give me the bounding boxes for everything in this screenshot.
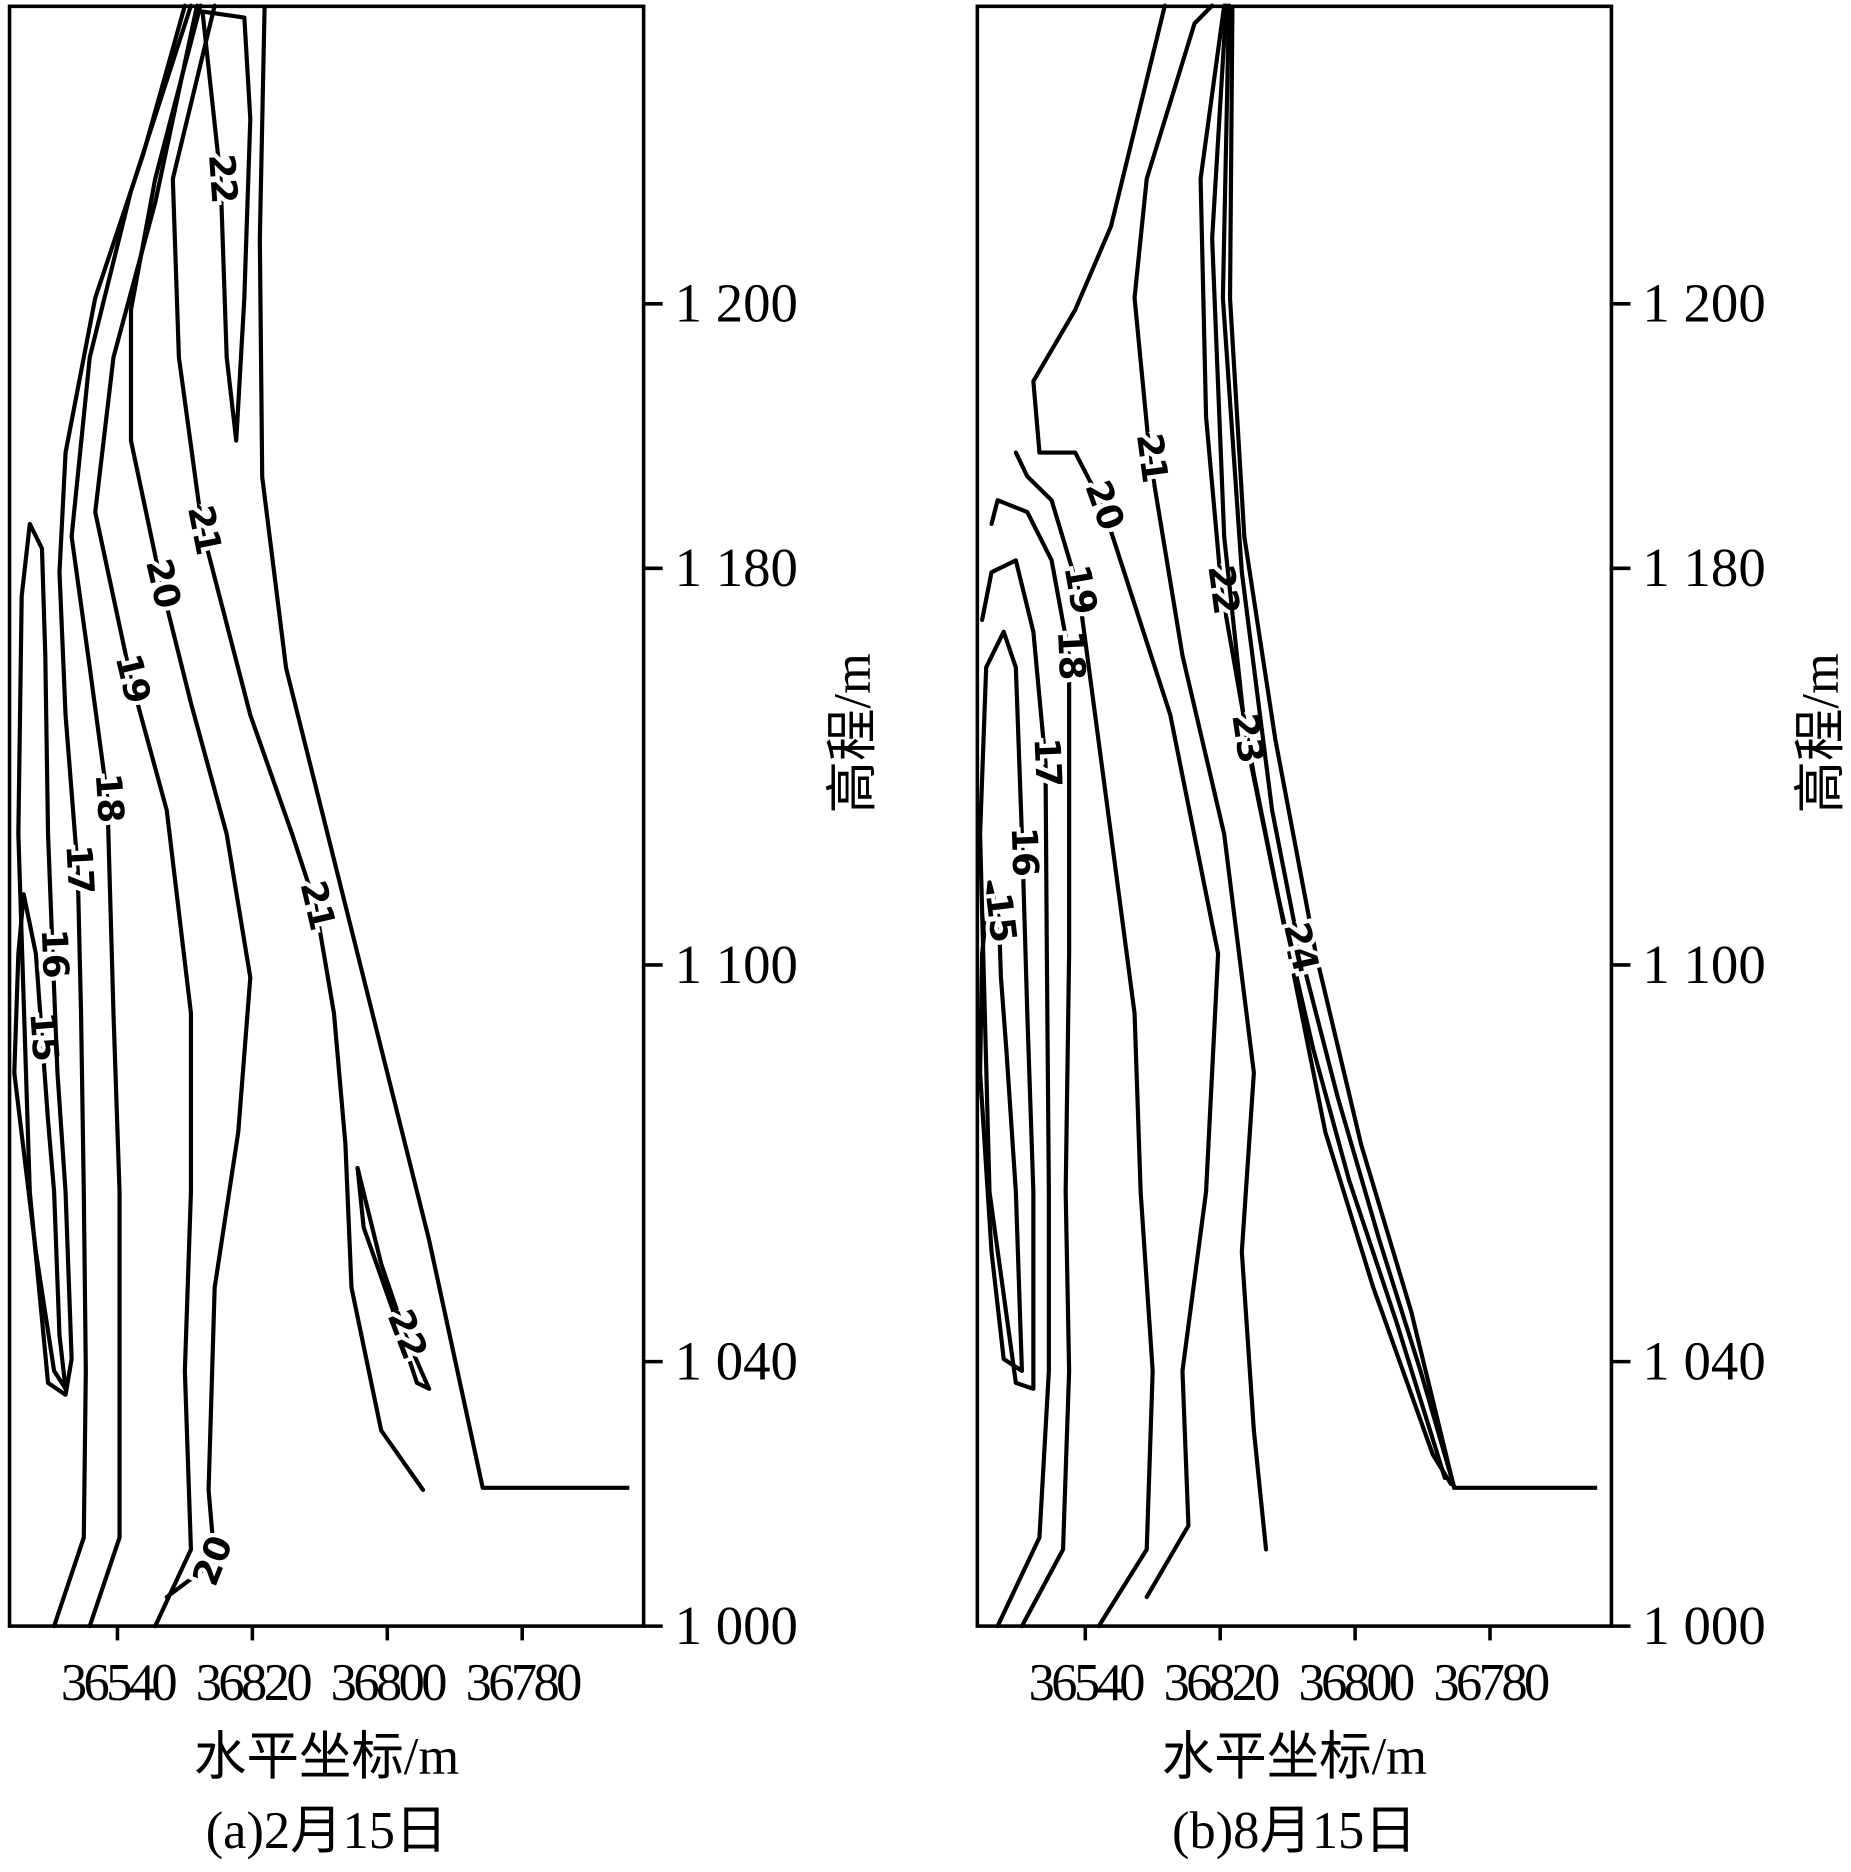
contour-line (1220, 3, 1457, 1490)
contour-line (980, 558, 1051, 1629)
y-tick-label: 1 000 (675, 1595, 798, 1656)
y-tick-label: 1 180 (675, 537, 798, 598)
panel-caption: (a)2月15日 (206, 1802, 448, 1860)
y-axis-title: 高程/m (1792, 653, 1850, 813)
contour-line (69, 3, 194, 1629)
contour-label: 19 (1055, 562, 1104, 618)
contour-label: 22 (200, 153, 244, 205)
contour-label: 24 (1275, 919, 1326, 977)
contour-label: 17 (1026, 737, 1069, 788)
y-tick-label: 1 200 (1642, 273, 1765, 334)
contour-line (128, 3, 253, 1600)
x-tick-label: 36540 (61, 1654, 177, 1712)
contour-line (170, 3, 426, 1492)
contour-label: 16 (33, 928, 76, 979)
dam-boundary (1227, 6, 1598, 1490)
contour-line (1132, 3, 1269, 1552)
x-tick-label: 36820 (1164, 1654, 1280, 1712)
contour-label: 22 (379, 1304, 435, 1365)
contour-line (12, 892, 68, 1391)
contour-line (93, 3, 200, 1629)
x-tick-label: 36780 (466, 1654, 582, 1712)
contour-label: 20 (137, 555, 188, 613)
y-tick-label: 1 200 (675, 273, 798, 334)
y-tick-label: 1 040 (675, 1331, 798, 1392)
x-tick-label: 36800 (331, 1654, 447, 1712)
contour-line (200, 9, 432, 1391)
contour-label: 21 (179, 502, 229, 559)
contour-line (16, 521, 74, 1397)
contour-line (52, 3, 187, 1629)
y-tick-label: 1 180 (1642, 537, 1765, 598)
y-tick-label: 1 000 (1642, 1595, 1765, 1656)
contour-label: 19 (107, 650, 158, 708)
x-axis-title: 水平坐标/m (1162, 1728, 1427, 1786)
contour-label: 22 (1199, 563, 1246, 618)
contour-line (1031, 3, 1221, 1600)
y-tick-label: 1 040 (1642, 1331, 1765, 1392)
plot-frame (975, 4, 1614, 1628)
x-tick-label: 36540 (1029, 1654, 1145, 1712)
contour-line (978, 880, 1025, 1374)
contour-label: 21 (292, 877, 343, 935)
y-axis-title: 高程/m (824, 653, 882, 813)
contour-label: 16 (1003, 826, 1046, 877)
x-axis-title: 水平坐标/m (194, 1728, 459, 1786)
contour-label: 20 (185, 1530, 241, 1591)
contour-label: 21 (1128, 431, 1175, 486)
contour-line (1013, 450, 1155, 1629)
contour-label: 20 (1076, 475, 1131, 536)
plot-frame (7, 4, 646, 1628)
contour-line (989, 498, 1072, 1629)
x-tick-label: 36800 (1298, 1654, 1414, 1712)
y-tick-label: 1 100 (1642, 934, 1765, 995)
y-tick-label: 1 100 (675, 934, 798, 995)
panel-caption: (b)8月15日 (1172, 1802, 1417, 1860)
x-tick-label: 36820 (196, 1654, 312, 1712)
x-tick-label: 36780 (1433, 1654, 1549, 1712)
contour-label: 17 (57, 844, 101, 896)
contour-label: 15 (21, 1011, 66, 1064)
dam-boundary (257, 6, 630, 1490)
contour-line (1210, 3, 1447, 1481)
contour-label: 18 (87, 772, 131, 824)
contour-line (978, 629, 1036, 1391)
